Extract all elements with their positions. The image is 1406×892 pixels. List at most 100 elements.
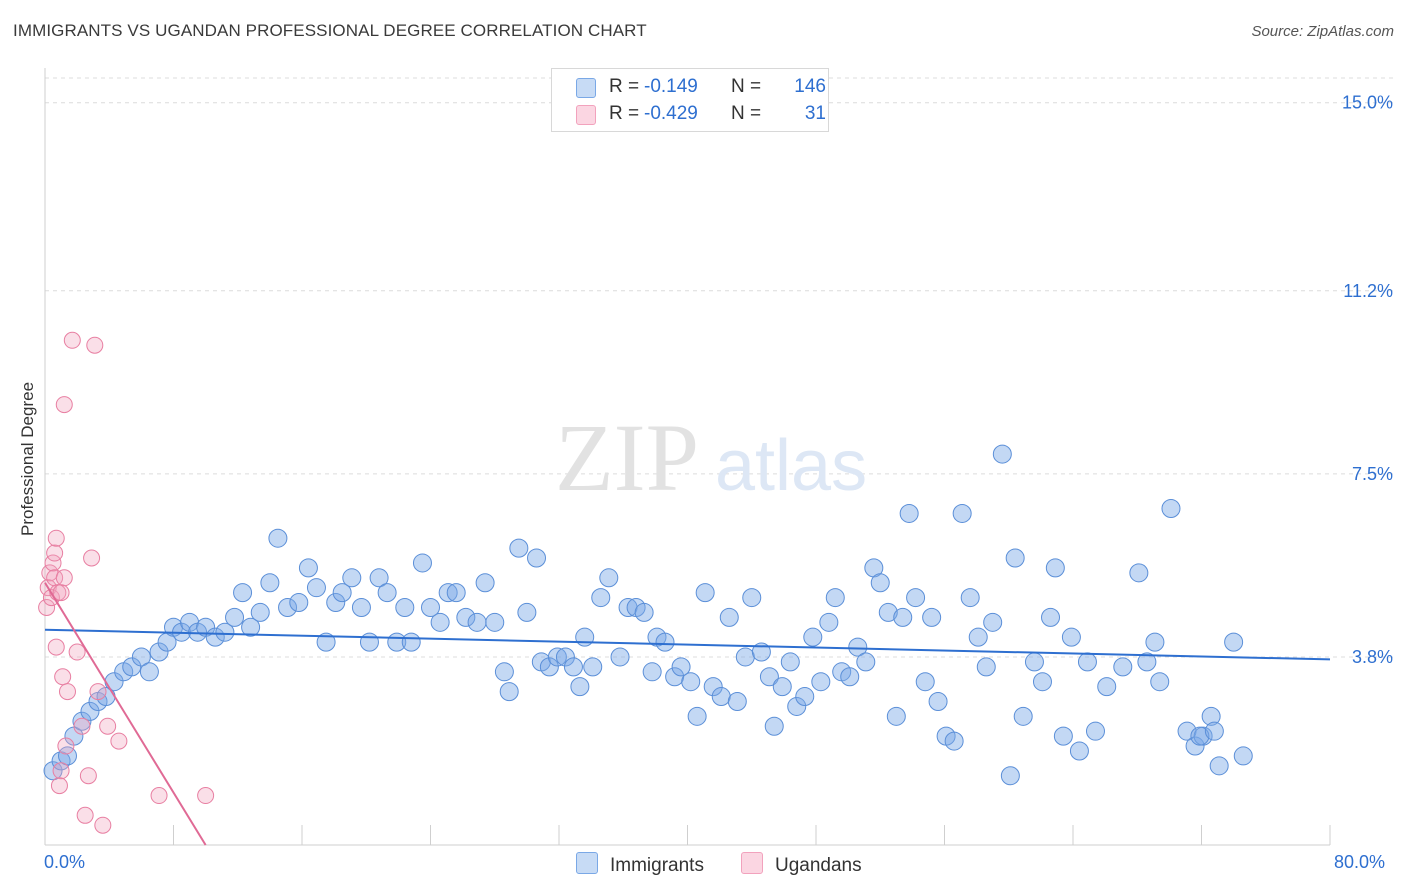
- ugandans-point: [58, 683, 76, 701]
- immigrants-point: [430, 612, 450, 632]
- legend-r-value: -0.429: [644, 103, 698, 124]
- immigrants-point: [811, 672, 831, 692]
- ugandans-point: [86, 336, 104, 354]
- y-tick-labels: 3.8% 7.5% 11.2% 15.0%: [1342, 93, 1393, 667]
- immigrants-point: [886, 706, 906, 726]
- ugandans-point: [76, 806, 94, 824]
- immigrants-trend-line: [44, 628, 1331, 661]
- trend-lines: [44, 582, 1331, 846]
- immigrants-point: [575, 627, 595, 647]
- ugandans-point: [89, 683, 107, 701]
- ugandans-point: [55, 396, 73, 414]
- immigrants-point: [795, 687, 815, 707]
- immigrants-point: [475, 573, 495, 593]
- ugandans-point: [47, 529, 65, 547]
- immigrants-point: [359, 632, 379, 652]
- immigrants-point: [742, 588, 762, 608]
- immigrants-point: [825, 588, 845, 608]
- immigrants-point: [1024, 652, 1044, 672]
- immigrants-point: [1129, 563, 1149, 583]
- immigrants-point: [250, 602, 270, 622]
- ugandans-point: [99, 717, 117, 735]
- immigrants-point: [848, 637, 868, 657]
- immigrants-point: [298, 558, 318, 578]
- immigrants-point: [1041, 607, 1061, 627]
- immigrants-point: [72, 711, 92, 731]
- immigrants-point: [759, 667, 779, 687]
- immigrants-point: [527, 548, 547, 568]
- ugandans-point: [197, 787, 215, 805]
- ugandans-point: [79, 767, 97, 785]
- immigrants-point: [233, 583, 253, 603]
- immigrants-point: [1069, 741, 1089, 761]
- immigrants-point: [787, 696, 807, 716]
- immigrants-point: [412, 553, 432, 573]
- immigrants-point: [992, 444, 1012, 464]
- immigrants-point: [1097, 677, 1117, 697]
- immigrants-point: [289, 593, 309, 613]
- immigrants-point: [960, 588, 980, 608]
- immigrants-point: [703, 677, 723, 697]
- watermark-zip: ZIP: [555, 404, 699, 511]
- immigrants-point: [599, 568, 619, 588]
- immigrants-point: [555, 647, 575, 667]
- immigrants-point: [278, 597, 298, 617]
- ugandans-point: [55, 569, 73, 587]
- bottom-legend-ugandans: Ugandans: [741, 852, 862, 877]
- immigrants-point: [215, 622, 235, 642]
- immigrants-point: [681, 672, 701, 692]
- immigrants-point: [1185, 736, 1205, 756]
- immigrants-point: [1145, 632, 1165, 652]
- immigrants-point: [878, 602, 898, 622]
- ugandans-point: [110, 732, 128, 750]
- immigrants-point: [719, 607, 739, 627]
- immigrants-point: [332, 583, 352, 603]
- immigrants-point: [342, 568, 362, 588]
- ugandans-point: [38, 598, 56, 616]
- immigrants-point: [196, 617, 216, 637]
- immigrants-point: [1061, 627, 1081, 647]
- immigrants-point: [1209, 756, 1229, 776]
- immigrants-point: [80, 701, 100, 721]
- bottom-legend-label-ugandans: Ugandans: [775, 855, 862, 876]
- immigrants-point: [1085, 721, 1105, 741]
- immigrants-point: [456, 607, 476, 627]
- immigrants-point: [1233, 746, 1253, 766]
- immigrants-point: [1137, 652, 1157, 672]
- immigrants-point: [1045, 558, 1065, 578]
- immigrants-point: [260, 573, 280, 593]
- immigrants-point: [485, 612, 505, 632]
- legend-r-label: R =: [609, 76, 640, 97]
- immigrants-points: [43, 444, 1253, 786]
- immigrants-point: [139, 662, 159, 682]
- ugandans-trend-line: [44, 582, 207, 846]
- immigrants-point: [610, 647, 630, 667]
- immigrants-point: [421, 597, 440, 617]
- immigrants-point: [944, 731, 964, 751]
- immigrants-point: [780, 652, 800, 672]
- immigrants-point: [241, 617, 261, 637]
- immigrants-point: [922, 607, 942, 627]
- immigrants-point: [395, 597, 415, 617]
- y-tick-label: 3.8%: [1352, 647, 1393, 667]
- immigrants-point: [517, 602, 537, 622]
- immigrants-point: [695, 583, 715, 603]
- immigrants-point: [1150, 672, 1170, 692]
- immigrants-point: [583, 657, 603, 677]
- y-tick-label: 15.0%: [1342, 93, 1393, 113]
- immigrants-point: [952, 503, 972, 523]
- immigrants-point: [928, 691, 948, 711]
- ugandans-point: [50, 777, 68, 795]
- watermark-atlas: atlas: [715, 426, 867, 506]
- immigrants-point: [727, 691, 747, 711]
- ugandans-point: [46, 544, 64, 562]
- immigrants-point: [976, 657, 996, 677]
- immigrants-point: [570, 677, 590, 697]
- immigrants-point: [316, 632, 336, 652]
- immigrants-point: [591, 588, 611, 608]
- immigrants-point: [446, 583, 466, 603]
- immigrants-point: [893, 607, 913, 627]
- ugandans-point: [73, 717, 91, 735]
- bottom-legend-immigrants: Immigrants: [576, 852, 704, 877]
